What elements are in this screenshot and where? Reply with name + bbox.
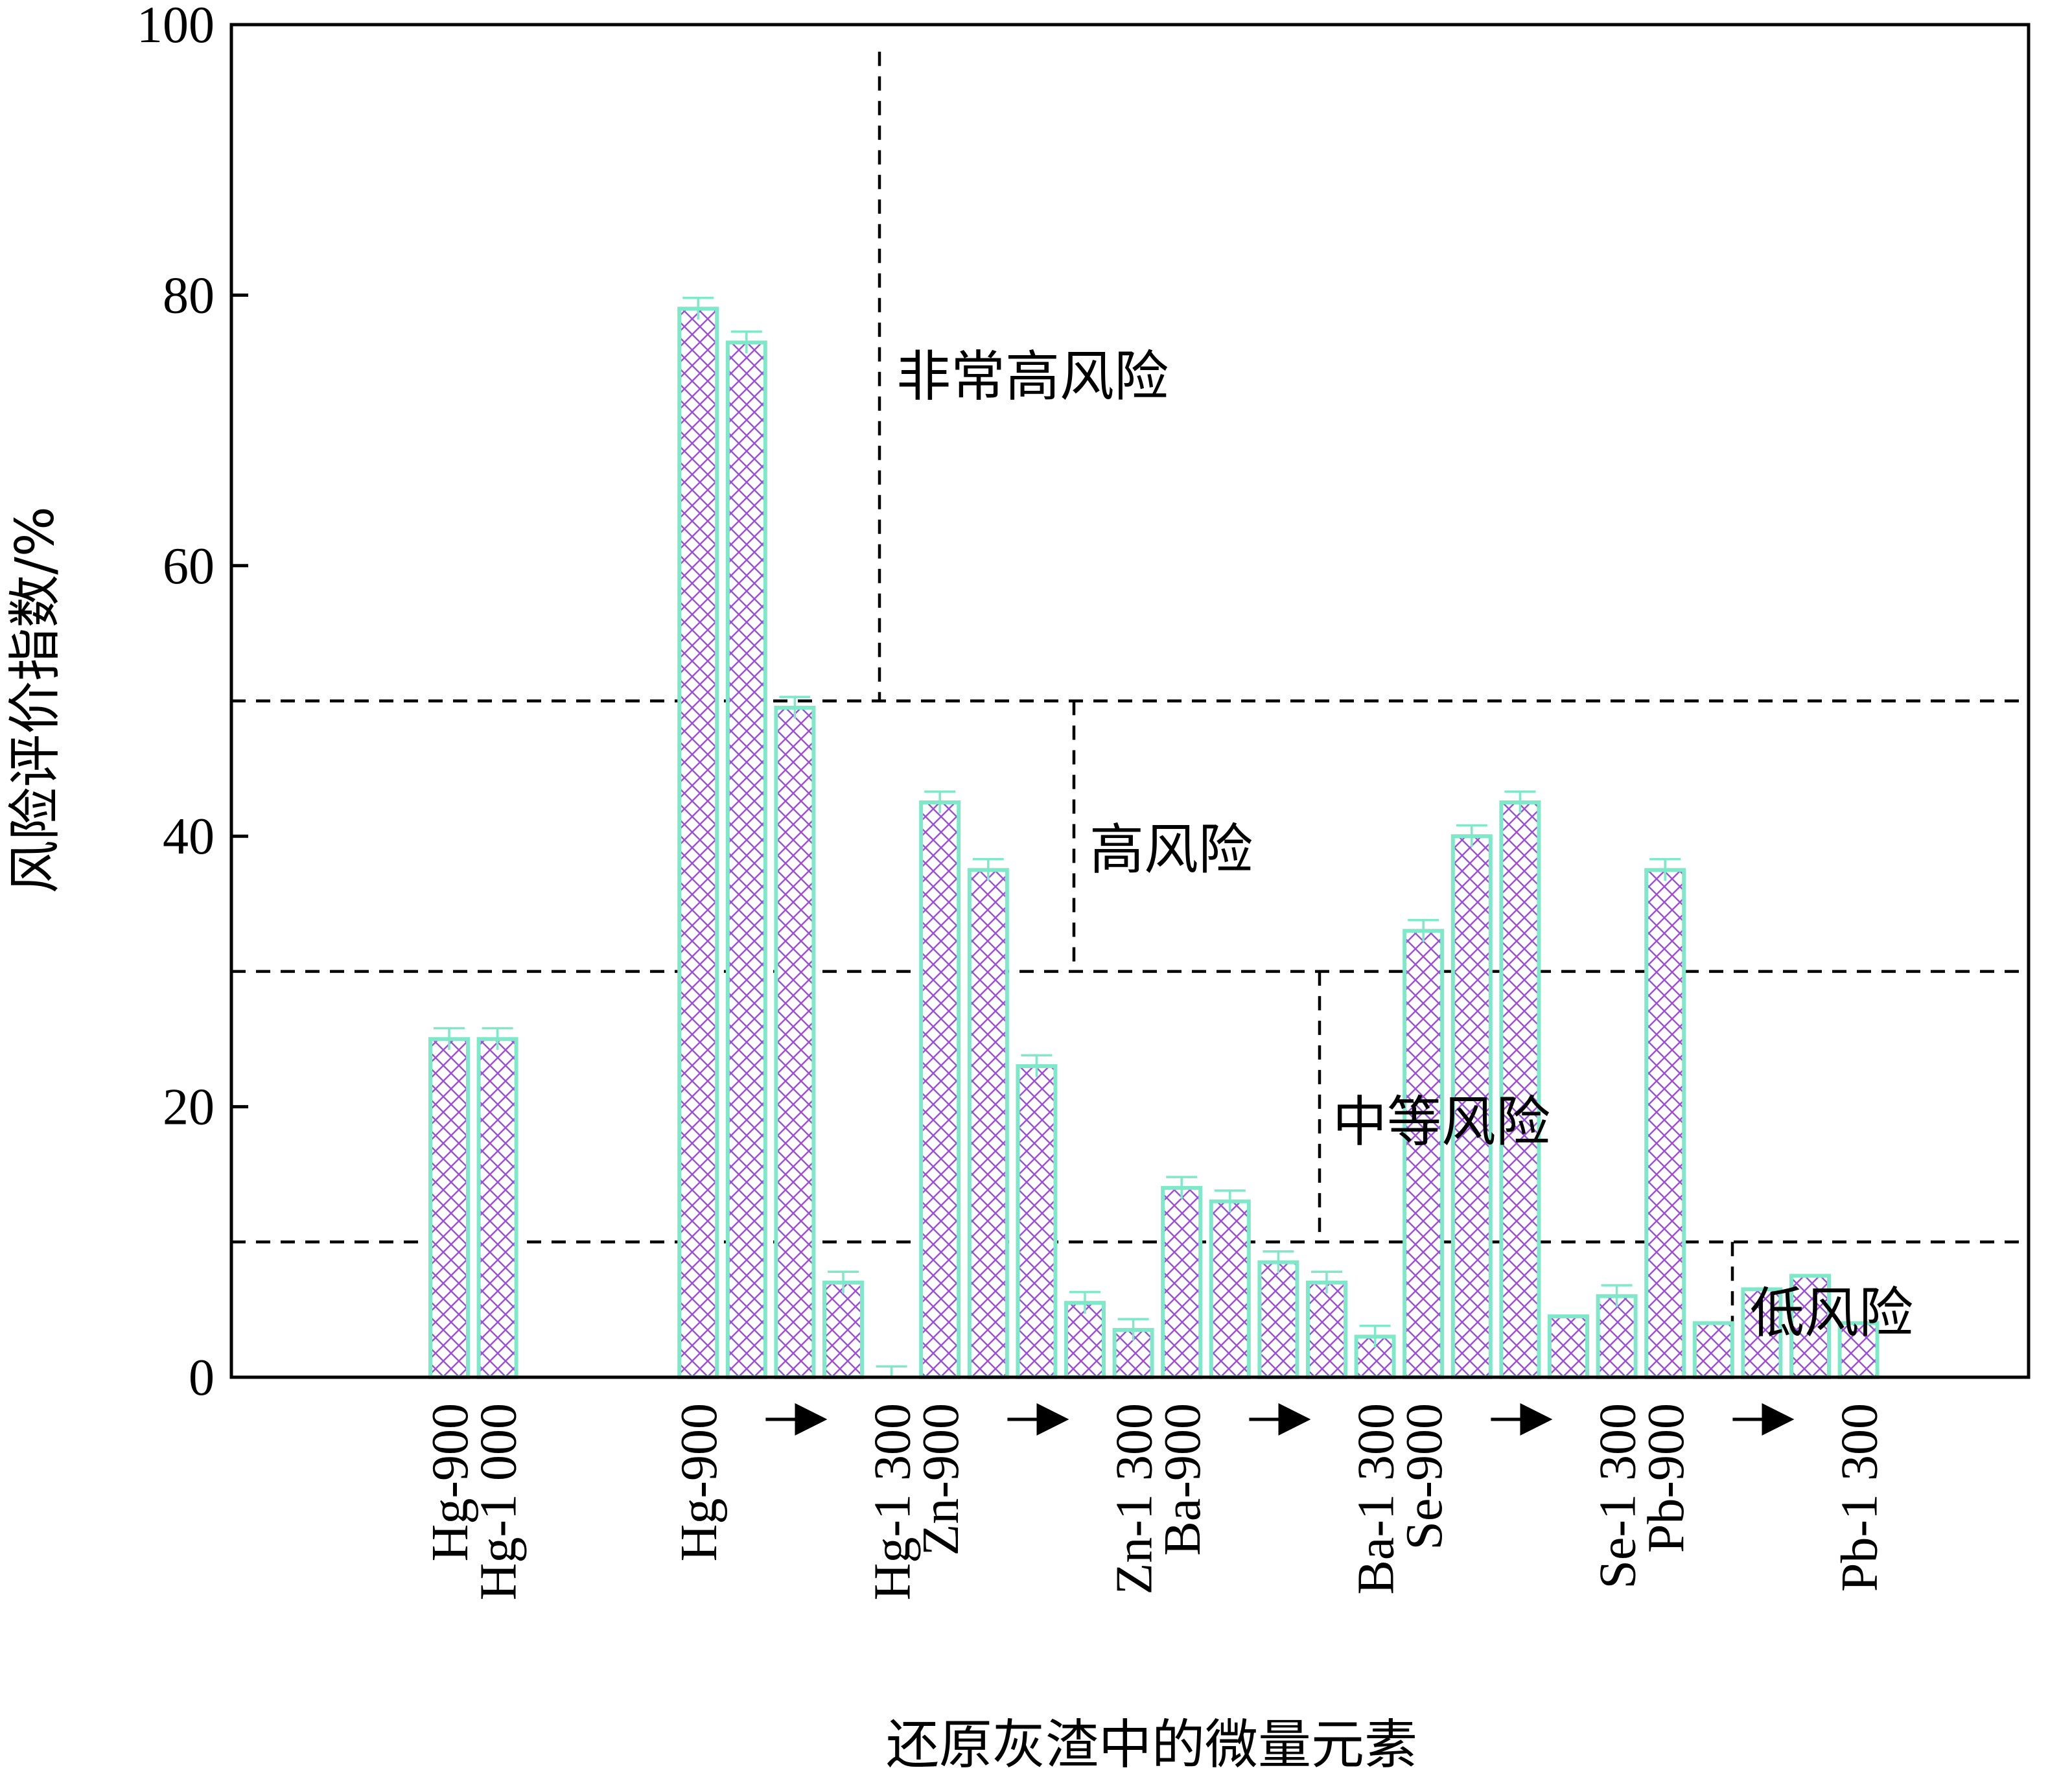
bar bbox=[428, 1037, 470, 1379]
bar bbox=[476, 1037, 518, 1379]
category-label: Hg-1 000 bbox=[471, 1403, 528, 1600]
y-tick-label: 0 bbox=[189, 1349, 215, 1406]
bar bbox=[725, 340, 767, 1380]
zone-label: 中等风险 bbox=[1333, 1090, 1550, 1154]
bar bbox=[1548, 1314, 1589, 1379]
bar bbox=[1837, 1321, 1880, 1380]
bar bbox=[1403, 929, 1445, 1380]
bar bbox=[1016, 1064, 1058, 1379]
bar bbox=[1644, 868, 1686, 1379]
y-axis-ticks: 0 20 40 60 80 100 bbox=[137, 0, 248, 1406]
category-label: Zn-1 300 bbox=[1106, 1403, 1163, 1595]
bar bbox=[967, 868, 1009, 1379]
category-label: Hg-900 bbox=[422, 1403, 479, 1561]
y-tick-label: 20 bbox=[163, 1079, 215, 1136]
bars bbox=[428, 307, 1880, 1380]
category-label: Ba-1 300 bbox=[1348, 1403, 1405, 1595]
category-label: Pb-900 bbox=[1638, 1403, 1695, 1553]
threshold-lines bbox=[231, 699, 2029, 1244]
zone-label: 非常高风险 bbox=[896, 345, 1169, 408]
category-label: Hg-900 bbox=[671, 1403, 728, 1561]
y-tick-label: 40 bbox=[163, 808, 215, 865]
y-tick-label: 100 bbox=[137, 0, 215, 54]
bar bbox=[1596, 1294, 1638, 1380]
category-label: Se-900 bbox=[1396, 1403, 1453, 1550]
category-label: Hg-1 300 bbox=[865, 1403, 922, 1600]
bar bbox=[677, 307, 719, 1379]
bar bbox=[1692, 1321, 1734, 1380]
bar bbox=[1161, 1185, 1203, 1379]
y-tick-label: 80 bbox=[163, 267, 215, 324]
error-bars bbox=[434, 296, 1681, 1377]
x-axis-title: 还原灰渣中的微量元素 bbox=[886, 1714, 1417, 1776]
bar bbox=[1209, 1199, 1251, 1379]
plot-frame bbox=[229, 23, 2031, 1379]
bar bbox=[774, 705, 816, 1379]
bar bbox=[919, 800, 961, 1379]
y-axis-title: 风险评价指数/% bbox=[5, 506, 66, 894]
category-label: Pb-1 300 bbox=[1832, 1403, 1889, 1592]
category-label: Ba-900 bbox=[1154, 1403, 1211, 1556]
y-tick-label: 60 bbox=[163, 538, 215, 595]
bar bbox=[1499, 800, 1541, 1379]
bar bbox=[1306, 1280, 1347, 1380]
category-label: Zn-900 bbox=[913, 1403, 970, 1556]
bar bbox=[822, 1280, 864, 1380]
category-label: Se-1 300 bbox=[1590, 1403, 1647, 1589]
zone-label: 高风险 bbox=[1089, 818, 1253, 881]
zone-label: 低风险 bbox=[1750, 1281, 1913, 1345]
bar bbox=[1064, 1301, 1106, 1379]
bar bbox=[1257, 1260, 1299, 1379]
